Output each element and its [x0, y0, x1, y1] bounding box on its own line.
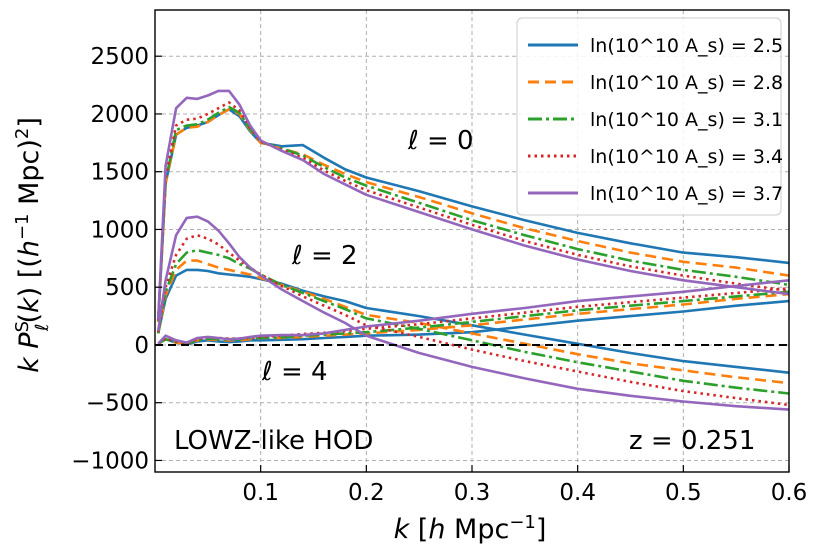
series-3-l0-line [156, 105, 790, 321]
x-tick-label: 0.6 [771, 480, 808, 506]
annotation-l0: ℓ = 0 [407, 126, 474, 156]
x-tick-label: 0.5 [665, 480, 702, 506]
legend-entry-label: ln(10^10 A_s) = 3.1 [590, 109, 783, 131]
y-tick-label: 0 [134, 333, 149, 359]
legend-entry-label: ln(10^10 A_s) = 2.8 [590, 72, 783, 94]
series-5-l0-line [156, 89, 790, 320]
annotation-l2: ℓ = 2 [291, 241, 358, 271]
series-3-l4-line [157, 290, 790, 346]
x-tick-label: 0.3 [454, 480, 491, 506]
series-5-l2-line [156, 215, 790, 411]
y-tick-label: 2500 [90, 44, 149, 70]
annotation-l4: ℓ = 4 [261, 357, 328, 387]
y-tick-label: −1000 [71, 448, 149, 474]
y-tick-label: −500 [86, 391, 149, 417]
axis-ticks: 0.1 0.2 0.3 0.4 0.5 0.6 −1000 −500 0 500 1000 1500 2… [71, 44, 807, 506]
y-axis-label: k PSℓ(k) [(h−1 Mpc)2] [12, 117, 54, 373]
series-3-l2-line [156, 248, 790, 395]
legend-entry-label: ln(10^10 A_s) = 2.5 [590, 35, 783, 57]
x-tick-label: 0.1 [242, 480, 279, 506]
series-4-l2-line [156, 233, 790, 407]
y-tick-label: 2000 [90, 102, 149, 128]
x-axis-label: k [h Mpc−1] [394, 512, 547, 546]
series-5-l4-line [157, 279, 790, 345]
y-tick-label: 1000 [90, 217, 149, 243]
x-tick-label: 0.2 [348, 480, 385, 506]
y-tick-label: 1500 [90, 160, 149, 186]
legend-box [516, 17, 782, 216]
series-4-l0-line [156, 101, 790, 321]
legend-entry-label: ln(10^10 A_s) = 3.4 [590, 146, 783, 168]
annotation-redshift: z = 0.251 [629, 426, 755, 456]
x-tick-label: 0.4 [559, 480, 596, 506]
series-layer [156, 89, 790, 411]
legend-entry-label: ln(10^10 A_s) = 3.7 [590, 183, 783, 205]
annotation-hod: LOWZ-like HOD [174, 426, 373, 456]
y-tick-label: 500 [105, 275, 149, 301]
legend: ln(10^10 A_s) = 2.5 ln(10^10 A_s) = 2.8 ln… [516, 17, 783, 216]
